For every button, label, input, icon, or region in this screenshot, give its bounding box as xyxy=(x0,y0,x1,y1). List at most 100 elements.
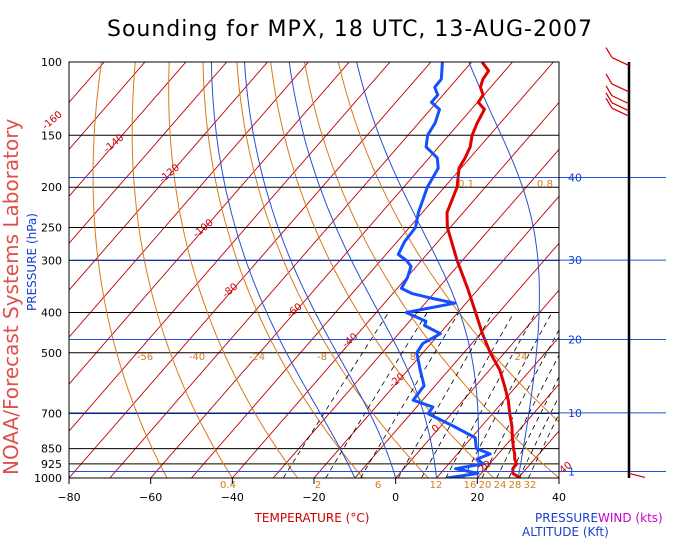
mixing-ratio-line xyxy=(463,312,553,478)
altitude-tick-label: 40 xyxy=(568,171,582,184)
pressure-tick-label: 700 xyxy=(41,408,62,421)
altitude-tick-label: 30 xyxy=(568,254,582,267)
x-tick-label: 40 xyxy=(552,491,566,504)
x-tick-label: 20 xyxy=(470,491,484,504)
x-tick-label: −40 xyxy=(221,491,244,504)
isotherm-line xyxy=(69,62,310,338)
isotherm-line xyxy=(558,477,559,478)
isotherm-line xyxy=(395,289,559,478)
mixing-ratio-line xyxy=(325,312,428,478)
mixing-ratio-line xyxy=(282,312,389,478)
pressure-tick-label: 1000 xyxy=(34,472,62,485)
isotherm-label: -120 xyxy=(157,162,181,185)
wind-panel xyxy=(605,47,646,479)
temperature-profile xyxy=(445,62,522,478)
isotherm-line xyxy=(69,62,187,198)
pressure-axis-label: PRESSURE xyxy=(535,511,598,525)
mixing-ratio-label: 6 xyxy=(375,480,381,491)
dry-adiabat xyxy=(131,62,233,478)
mixing-ratio-line xyxy=(445,312,537,478)
mixing-ratio-label: 24 xyxy=(494,480,507,491)
chart-title: Sounding for MPX, 18 UTC, 13-AUG-2007 xyxy=(107,17,593,42)
dry-adiabat xyxy=(168,62,299,478)
dewpoint-profile xyxy=(396,62,492,478)
dry-adiabat xyxy=(202,62,364,478)
dry-adiabat-label: -8 xyxy=(317,352,327,363)
mixing-ratio-label: 32 xyxy=(524,480,537,491)
x-tick-label: 0 xyxy=(392,491,399,504)
isotherm-line xyxy=(69,62,269,291)
isotherm-line xyxy=(190,62,555,478)
moist-adiabat xyxy=(210,62,356,478)
pressure-tick-label: 300 xyxy=(41,254,62,267)
altitude-tick-label: 20 xyxy=(568,333,582,346)
isotherm-line xyxy=(69,62,146,151)
moist-adiabat xyxy=(468,62,540,478)
isotherm-label: -180 xyxy=(0,87,2,110)
mixing-ratio-line xyxy=(518,395,559,478)
mixing-ratio-line xyxy=(496,354,559,478)
mixing-ratio-label: 20 xyxy=(479,480,492,491)
x-tick-label: −80 xyxy=(57,491,80,504)
x-tick-label: −60 xyxy=(139,491,162,504)
wind-barb xyxy=(605,92,613,104)
mixing-ratio-label: 2 xyxy=(315,480,321,491)
altitude-tick-label: 10 xyxy=(568,407,582,420)
wind-barb xyxy=(611,57,630,67)
isotherm-line xyxy=(435,336,559,478)
dry-adiabat-label: 8 xyxy=(410,352,416,363)
pressure-tick-label: 500 xyxy=(41,347,62,360)
wind-barb xyxy=(611,95,630,105)
pressure-tick-label: 250 xyxy=(41,222,62,235)
mixing-ratio-line xyxy=(508,376,559,478)
isotherm-label: -100 xyxy=(191,217,215,240)
mixing-ratio-label: 16 xyxy=(464,480,477,491)
moist-adiabat xyxy=(244,62,397,478)
dry-adiabat xyxy=(304,62,559,478)
dry-adiabat xyxy=(337,62,559,423)
noaa-fsl-label: NOAA/Forecast Systems Laboratory xyxy=(0,119,23,475)
wind-barb xyxy=(611,102,630,112)
wind-barb xyxy=(605,47,613,58)
wind-axis-label: WIND (kts) xyxy=(598,511,663,525)
mixing-ratio-label: 0.4 xyxy=(220,480,236,491)
y-axis-label: PRESSURE (hPa) xyxy=(25,213,39,311)
isotherm-label: 0 xyxy=(430,423,442,436)
isotherm-line xyxy=(69,62,432,478)
wind-barb xyxy=(628,472,646,479)
mixing-ratio-label: 0.8 xyxy=(537,179,553,190)
mixing-ratio-line xyxy=(481,329,559,478)
pressure-tick-label: 100 xyxy=(41,56,62,69)
isotherm-line xyxy=(109,62,473,478)
isotherm-line xyxy=(476,383,559,478)
wind-barb xyxy=(605,85,613,97)
x-tick-label: −20 xyxy=(302,491,325,504)
dry-adiabat-label: -40 xyxy=(189,352,205,363)
isotherm-line xyxy=(231,101,559,478)
mixing-ratio-label: 12 xyxy=(430,480,443,491)
pressure-tick-label: 200 xyxy=(41,181,62,194)
mixing-ratio-line xyxy=(360,312,460,478)
wind-barb xyxy=(611,107,630,117)
dry-adiabat-label: -24 xyxy=(249,352,265,363)
pressure-tick-label: 150 xyxy=(41,129,62,142)
wind-barb xyxy=(605,73,613,85)
mixing-ratio-line xyxy=(397,312,494,478)
moist-adiabat xyxy=(288,62,437,478)
pressure-tick-label: 850 xyxy=(41,443,62,456)
isotherm-line xyxy=(69,62,391,432)
dry-adiabat-label: -56 xyxy=(137,352,153,363)
sounding-profiles xyxy=(396,62,522,478)
mixing-ratio-label: 0.1 xyxy=(458,179,474,190)
plot-grid xyxy=(69,62,559,478)
mixing-ratio-line xyxy=(421,312,515,478)
pressure-tick-label: 400 xyxy=(41,306,62,319)
isotherm-line xyxy=(69,62,228,244)
pressure-tick-label: 925 xyxy=(41,458,62,471)
wind-barb xyxy=(605,97,613,109)
dry-adiabat xyxy=(270,62,495,478)
isotherm-line xyxy=(150,62,514,478)
isotherm-line xyxy=(272,148,559,478)
